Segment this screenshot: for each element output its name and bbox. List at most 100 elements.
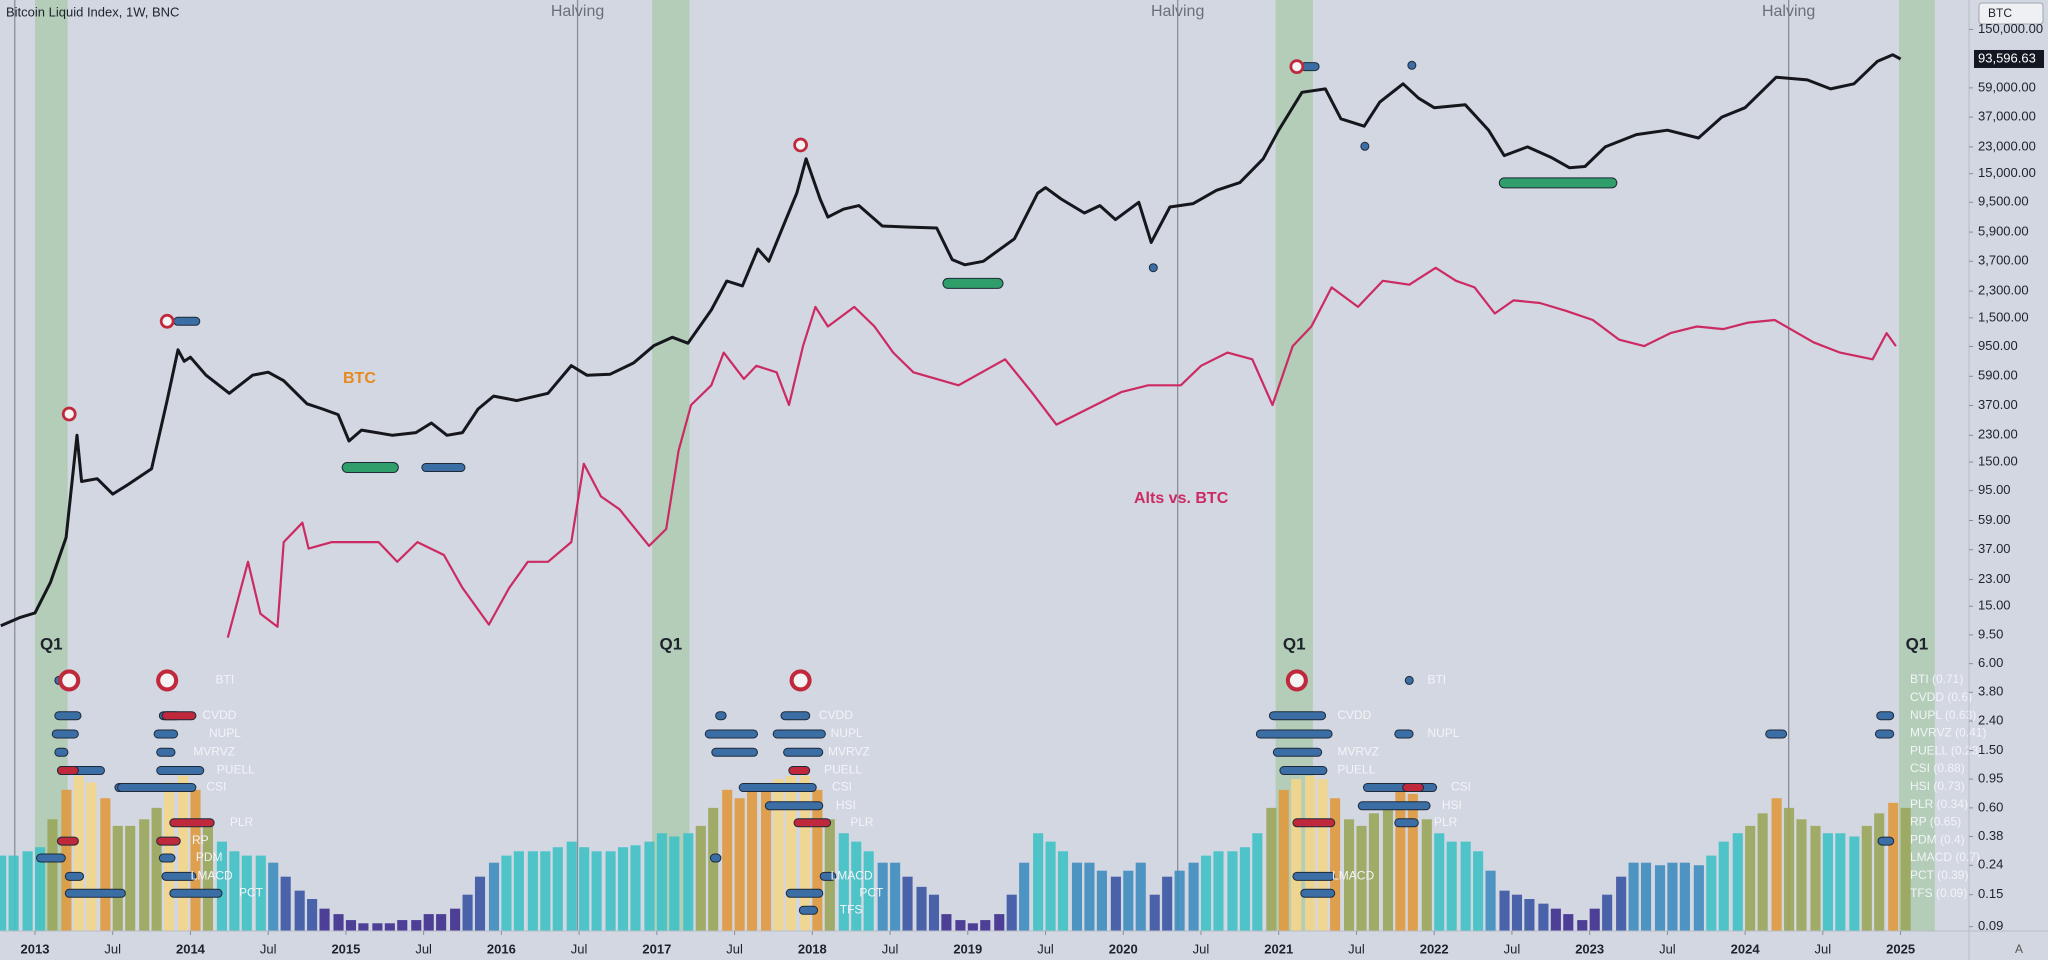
indicator-label: BTI <box>1427 673 1446 687</box>
histogram-bar <box>1485 870 1496 931</box>
signal-ring <box>159 313 175 329</box>
x-tick-label: 2019 <box>953 941 982 956</box>
symbol[interactable]: BTC <box>1988 6 2012 20</box>
histogram-bar <box>1174 870 1185 931</box>
histogram-bar <box>450 908 461 931</box>
histogram-bar <box>785 775 796 931</box>
histogram-bar <box>1149 894 1160 931</box>
indicator-label: MVRVZ <box>1337 744 1379 758</box>
histogram-bar <box>100 798 111 931</box>
histogram-bar <box>1446 841 1457 931</box>
y-tick-label: 15.00 <box>1978 598 2011 613</box>
histogram-bar <box>1861 825 1872 931</box>
symbol-box[interactable] <box>1978 2 2044 25</box>
signal-pill <box>1877 836 1895 846</box>
histogram-bar <box>1563 914 1574 931</box>
indicator-legend-entry: PDM (0.4) <box>1910 832 1965 846</box>
signal-pill <box>64 871 85 881</box>
histogram-bar <box>1679 862 1690 931</box>
indicator-label: NUPL <box>831 726 863 740</box>
histogram-bar <box>1667 862 1678 931</box>
histogram-bar <box>1810 825 1821 931</box>
histogram-bar <box>1511 894 1523 931</box>
indicator-label: LMACD <box>1332 868 1374 882</box>
y-tick-label: 9.50 <box>1978 626 2003 641</box>
y-tick-label: 95.00 <box>1978 482 2011 497</box>
indicator-label: PCT <box>859 885 884 899</box>
histogram-bar <box>669 836 680 931</box>
indicator-label: MVRVZ <box>828 744 870 758</box>
histogram-bar <box>1305 775 1316 931</box>
histogram-bar <box>980 920 991 931</box>
histogram-bar <box>579 847 590 931</box>
y-tick-label: 3.80 <box>1978 684 2003 699</box>
indicator-label: CSI <box>1451 780 1471 794</box>
histogram-bar <box>1071 862 1083 931</box>
histogram-bar <box>747 789 758 931</box>
histogram-bar <box>112 825 123 931</box>
x-tick-label: Jul <box>1815 941 1832 956</box>
indicator-label: RP <box>192 833 209 847</box>
q1-band <box>1899 0 1935 931</box>
histogram-bar <box>1589 908 1600 931</box>
signal-pill <box>161 871 197 881</box>
histogram-bar <box>1407 793 1418 931</box>
histogram-bar <box>241 855 252 931</box>
indicator-label: CSI <box>206 780 226 794</box>
q1-label: Q1 <box>1906 634 1929 653</box>
signal-pill <box>1402 783 1425 793</box>
indicator-label: LMACD <box>191 868 233 882</box>
signal-pill <box>36 853 66 863</box>
histogram-bar <box>345 920 357 931</box>
histogram-bar <box>540 851 551 931</box>
indicator-legend-entry: CSI (0.88) <box>1910 761 1965 775</box>
signal-pill <box>1394 818 1419 828</box>
histogram-bar <box>916 886 927 931</box>
signal-pill <box>1407 60 1417 70</box>
histogram-bar <box>1577 920 1588 931</box>
histogram-bar <box>178 775 189 931</box>
indicator-label: CSI <box>832 780 852 794</box>
plot-area: Q1 Q1 Q1 Q1 Halving Halving Halving BTC Alts vs.… <box>0 0 1986 931</box>
histogram-bar <box>552 847 563 931</box>
signal-pill <box>156 747 176 757</box>
histogram-bar <box>1718 841 1729 931</box>
y-tick-label: 15,000.00 <box>1978 165 2036 180</box>
indicator-label: CVDD <box>202 708 236 722</box>
histogram-bar <box>1033 833 1044 931</box>
y-tick-label: 590.00 <box>1978 368 2018 383</box>
histogram-bar <box>1640 862 1652 931</box>
histogram-bar <box>1252 833 1263 931</box>
histogram-bar <box>190 789 201 931</box>
histogram-bar <box>1330 798 1341 931</box>
histogram-bar <box>1421 819 1432 931</box>
indicator-label: HSI <box>1442 798 1462 812</box>
x-tick-label: Jul <box>726 941 743 956</box>
histogram-bar <box>1550 908 1561 931</box>
histogram-bar <box>1188 862 1199 931</box>
y-tick-label: 3,700.00 <box>1978 253 2029 268</box>
x-tick-label: 2016 <box>487 941 516 956</box>
q1-label: Q1 <box>40 634 63 653</box>
y-tick-label: 0.15 <box>1978 886 2003 901</box>
histogram-bar <box>488 862 500 931</box>
signal-pill <box>798 905 819 915</box>
histogram-bar <box>1213 851 1224 931</box>
histogram-bar <box>1239 847 1250 931</box>
histogram-bar <box>734 798 745 931</box>
histogram-bar <box>630 845 641 931</box>
signal-pill <box>1272 747 1323 757</box>
auto-scale-button[interactable]: A <box>2015 942 2023 956</box>
histogram-bar <box>799 775 810 931</box>
x-tick-label: Jul <box>1193 941 1210 956</box>
histogram-bar <box>1135 862 1146 931</box>
signal-ring <box>789 669 812 692</box>
indicator-label: PUELL <box>824 763 862 777</box>
signal-pill <box>64 888 126 898</box>
histogram-bar <box>333 914 344 931</box>
histogram-bar <box>812 789 823 931</box>
signal-pill <box>1279 766 1328 776</box>
histogram-bar <box>151 807 162 931</box>
